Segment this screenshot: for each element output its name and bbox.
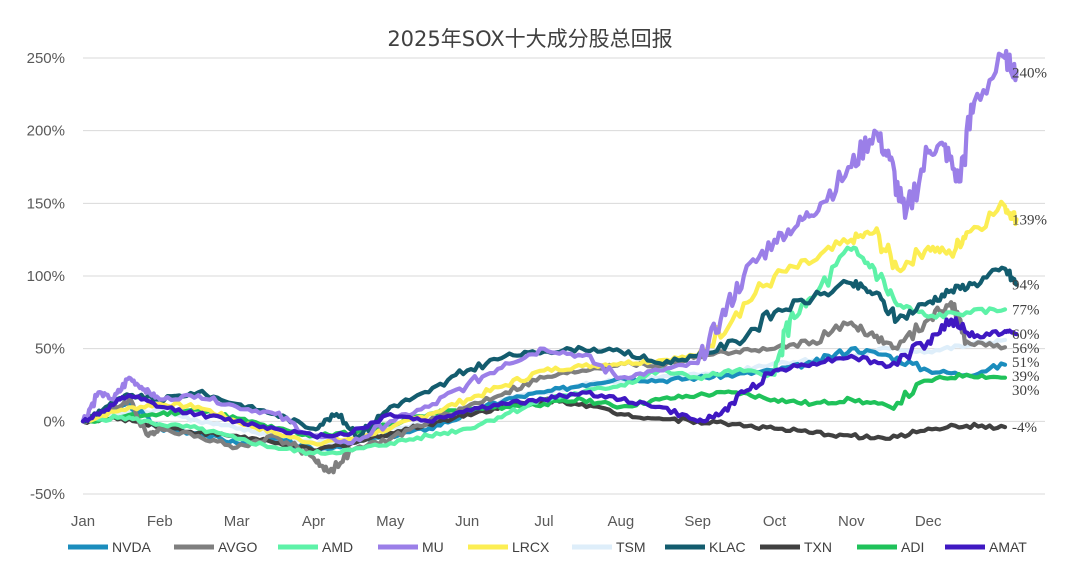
x-axis-ticks: Jan Feb Mar Apr May Jun Jul Aug Sep Oct Nov Dec bbox=[71, 513, 942, 530]
end-labels: 240% 139% 94% 77% 60%56%51%39%30% -4% bbox=[1012, 66, 1047, 437]
end-label-tsm: 56% bbox=[1012, 341, 1040, 357]
legend-label-adi: ADI bbox=[901, 539, 924, 555]
y-tick-label: 100% bbox=[27, 268, 65, 285]
chart-title: 2025年SOX十大成分股总回报 bbox=[387, 27, 672, 51]
series-line-amat bbox=[80, 316, 1019, 440]
y-tick-label: 150% bbox=[27, 195, 65, 212]
legend-label-amd: AMD bbox=[322, 539, 353, 555]
legend-label-amat: AMAT bbox=[989, 539, 1027, 555]
x-tick-label: Nov bbox=[838, 513, 865, 530]
x-tick-label: Sep bbox=[684, 513, 711, 530]
x-tick-label: Feb bbox=[147, 513, 173, 530]
end-label-lrcx: 139% bbox=[1012, 212, 1047, 228]
y-tick-label: 200% bbox=[27, 123, 65, 140]
grid-layer bbox=[83, 57, 1045, 495]
legend-label-mu: MU bbox=[422, 539, 444, 555]
legend: NVDA AVGO AMD MU LRCX TSM KLAC TXN ADI AMAT bbox=[68, 539, 1027, 555]
series-line-lrcx bbox=[80, 199, 1019, 447]
end-label-amat: 60% bbox=[1012, 327, 1040, 343]
x-tick-label: Jan bbox=[71, 513, 95, 530]
x-tick-label: Oct bbox=[763, 513, 787, 530]
end-label-klac: 94% bbox=[1012, 278, 1040, 294]
end-label-amd: 77% bbox=[1012, 302, 1040, 318]
legend-label-nvda: NVDA bbox=[112, 539, 152, 555]
end-label-nvda: 39% bbox=[1012, 369, 1040, 385]
y-tick-label: -50% bbox=[30, 486, 65, 503]
series-line-mu bbox=[80, 48, 1019, 446]
end-label-adi: 30% bbox=[1012, 383, 1040, 399]
legend-label-klac: KLAC bbox=[709, 539, 746, 555]
y-axis-ticks: -50% 0% 50% 100% 150% 200% 250% bbox=[27, 50, 65, 503]
x-tick-label: Mar bbox=[224, 513, 250, 530]
x-tick-label: Dec bbox=[915, 513, 942, 530]
x-tick-label: Jun bbox=[455, 513, 479, 530]
y-tick-label: 0% bbox=[43, 413, 65, 430]
legend-label-tsm: TSM bbox=[616, 539, 646, 555]
x-tick-label: Aug bbox=[607, 513, 634, 530]
x-tick-label: May bbox=[376, 513, 405, 530]
end-label-txn: -4% bbox=[1012, 420, 1037, 436]
legend-label-txn: TXN bbox=[804, 539, 832, 555]
series-layer bbox=[80, 48, 1019, 475]
y-tick-label: 50% bbox=[35, 341, 65, 358]
series-line-adi bbox=[80, 372, 1008, 439]
end-label-mu: 240% bbox=[1012, 66, 1047, 82]
series-line-avgo bbox=[80, 300, 1008, 475]
x-tick-label: Apr bbox=[302, 513, 325, 530]
end-label-avgo: 51% bbox=[1012, 355, 1040, 371]
legend-label-lrcx: LRCX bbox=[512, 539, 550, 555]
legend-label-avgo: AVGO bbox=[218, 539, 258, 555]
x-tick-label: Jul bbox=[534, 513, 553, 530]
y-tick-label: 250% bbox=[27, 50, 65, 67]
